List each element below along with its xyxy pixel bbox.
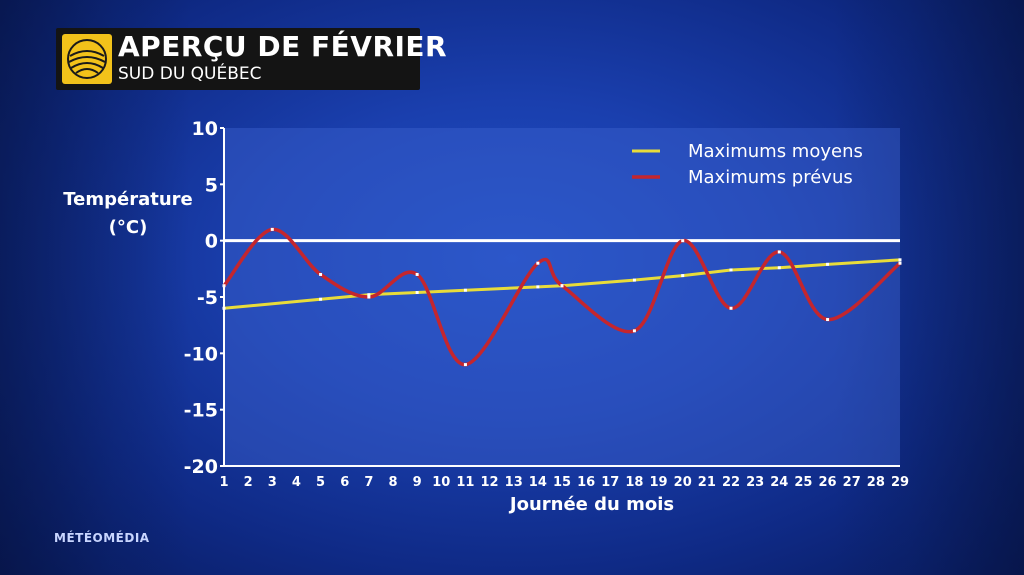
x-tick-label: 12 — [481, 475, 499, 490]
page-subtitle: SUD DU QUÉBEC — [118, 64, 262, 84]
x-tick-label: 29 — [891, 475, 909, 490]
x-tick-label: 16 — [577, 475, 595, 490]
legend: Maximums moyens Maximums prévus — [632, 141, 863, 188]
x-tick-label: 5 — [316, 475, 325, 490]
x-tick-label: 19 — [650, 475, 668, 490]
data-point-maximums-moyens — [729, 268, 733, 272]
x-tick-label: 10 — [432, 475, 450, 490]
y-axis-ticks: 10 5 0 -5 -10 -15 -20 — [184, 118, 224, 478]
data-point-maximums-moyens — [826, 262, 830, 266]
data-points — [222, 227, 902, 367]
data-point-maximums-prevus — [536, 261, 540, 265]
x-tick-label: 3 — [268, 475, 277, 490]
x-tick-label: 24 — [770, 475, 788, 490]
x-tick-label: 2 — [244, 475, 253, 490]
page-title: APERÇU DE FÉVRIER — [118, 30, 448, 63]
x-tick-label: 11 — [456, 475, 474, 490]
x-tick-label: 17 — [601, 475, 619, 490]
y-tick-label: -15 — [184, 400, 218, 422]
x-tick-label: 9 — [413, 475, 422, 490]
data-point-maximums-prevus — [463, 363, 467, 367]
data-point-maximums-prevus — [222, 284, 226, 288]
forest-background-right — [834, 0, 1024, 575]
x-tick-label: 6 — [340, 475, 349, 490]
data-point-maximums-prevus — [898, 261, 902, 265]
data-point-maximums-moyens — [632, 278, 636, 282]
x-tick-label: 4 — [292, 475, 301, 490]
data-point-maximums-prevus — [415, 272, 419, 276]
y-tick-label: 5 — [205, 174, 218, 196]
data-point-maximums-prevus — [681, 239, 685, 243]
data-point-maximums-prevus — [270, 227, 274, 231]
x-tick-label: 21 — [698, 475, 716, 490]
x-tick-label: 14 — [529, 475, 547, 490]
data-point-maximums-prevus — [826, 318, 830, 322]
data-point-maximums-moyens — [415, 290, 419, 294]
x-tick-label: 23 — [746, 475, 764, 490]
data-point-maximums-prevus — [560, 284, 564, 288]
x-tick-label: 20 — [674, 475, 692, 490]
x-tick-label: 15 — [553, 475, 571, 490]
legend-label-maximums-prevus: Maximums prévus — [688, 167, 853, 188]
x-tick-label: 13 — [505, 475, 523, 490]
data-point-maximums-prevus — [367, 295, 371, 299]
x-tick-label: 7 — [364, 475, 373, 490]
data-point-maximums-moyens — [777, 266, 781, 270]
x-axis-ticks: 1 2 3 4 5 6 7 8 9 10 11 12 13 14 15 16 17 18 19 20 21 22 23 24 2… — [219, 475, 909, 490]
forest-background-left — [0, 0, 190, 575]
data-point-maximums-prevus — [632, 329, 636, 333]
y-axis-title-line1: Température — [63, 189, 192, 210]
x-tick-label: 8 — [388, 475, 397, 490]
y-tick-label: -10 — [184, 343, 218, 365]
x-tick-label: 22 — [722, 475, 740, 490]
sun-swirl-logo-icon — [62, 34, 112, 84]
data-point-maximums-moyens — [681, 274, 685, 278]
legend-label-maximums-moyens: Maximums moyens — [688, 141, 863, 162]
x-tick-label: 27 — [843, 475, 861, 490]
x-tick-label: 1 — [219, 475, 228, 490]
y-tick-label: 10 — [192, 118, 218, 140]
data-point-maximums-prevus — [319, 272, 323, 276]
data-point-maximums-moyens — [536, 285, 540, 289]
title-banner: APERÇU DE FÉVRIER SUD DU QUÉBEC — [56, 28, 447, 90]
data-point-maximums-prevus — [729, 306, 733, 310]
x-tick-label: 28 — [867, 475, 885, 490]
brand-label: MÉTÉOMÉDIA — [54, 531, 150, 545]
data-point-maximums-moyens — [319, 297, 323, 301]
y-tick-label: -20 — [184, 456, 218, 478]
data-point-maximums-moyens — [463, 288, 467, 292]
y-tick-label: 0 — [205, 231, 218, 253]
x-tick-label: 26 — [819, 475, 837, 490]
x-tick-label: 25 — [794, 475, 812, 490]
data-point-maximums-moyens — [898, 258, 902, 262]
y-axis-title-line2: (°C) — [109, 217, 148, 238]
data-point-maximums-moyens — [222, 306, 226, 310]
data-point-maximums-moyens — [367, 293, 371, 297]
x-tick-label: 18 — [625, 475, 643, 490]
y-tick-label: -5 — [197, 287, 218, 309]
x-axis-title: Journée du mois — [508, 494, 674, 515]
data-point-maximums-prevus — [777, 250, 781, 254]
